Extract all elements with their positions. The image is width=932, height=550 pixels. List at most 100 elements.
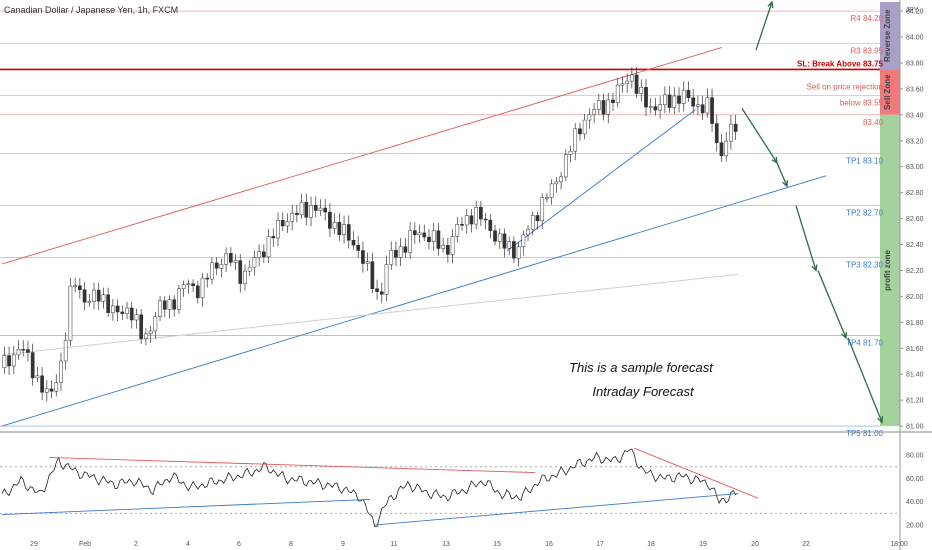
rsi-trend-red bbox=[634, 447, 759, 499]
candle-body bbox=[172, 299, 177, 310]
candle-body bbox=[625, 80, 629, 84]
candle-body bbox=[431, 230, 436, 242]
currency-label: JPY bbox=[906, 7, 919, 14]
candle-body bbox=[512, 241, 516, 259]
candle-body bbox=[663, 94, 667, 105]
y-tick-label: 83.20 bbox=[906, 138, 924, 145]
y-tick-label: 84.00 bbox=[906, 35, 924, 42]
candle-body bbox=[691, 97, 696, 107]
candle-body bbox=[417, 232, 422, 236]
forecast-arrow bbox=[741, 108, 778, 164]
y-tick-label: 81.80 bbox=[906, 320, 924, 327]
trend-lines bbox=[1, 46, 827, 427]
candle-body bbox=[346, 224, 351, 241]
candle-body bbox=[210, 262, 214, 280]
candle-body bbox=[304, 201, 309, 218]
rsi-trend-red bbox=[49, 457, 536, 474]
trend-line bbox=[506, 109, 696, 252]
x-tick-label: 18:00 bbox=[890, 541, 908, 548]
candle-body bbox=[658, 104, 663, 111]
candle-body bbox=[436, 230, 441, 249]
candle-body bbox=[549, 183, 554, 198]
x-tick-label: 22 bbox=[802, 541, 810, 548]
forecast-arrow bbox=[847, 337, 883, 423]
forecast-arrow bbox=[755, 1, 773, 51]
candle-body bbox=[648, 106, 653, 108]
candle-body bbox=[129, 307, 134, 321]
candle-body bbox=[337, 221, 342, 236]
level-label: R3 83.95 bbox=[851, 47, 884, 56]
y-tick-label: 82.40 bbox=[906, 242, 924, 249]
candle-body bbox=[195, 285, 200, 299]
candle-body bbox=[323, 207, 328, 213]
candle-body bbox=[620, 83, 625, 86]
candle-body bbox=[639, 87, 644, 94]
candle-body bbox=[573, 128, 578, 152]
x-tick-label: 18 bbox=[647, 541, 655, 548]
zone-bars: Reverse Zone Sell Zone profit zone bbox=[880, 2, 900, 427]
y-tick-label: 82.00 bbox=[906, 294, 924, 301]
candle-body bbox=[733, 123, 738, 132]
candle-body bbox=[681, 89, 686, 104]
forecast-arrows bbox=[741, 0, 884, 424]
candle-body bbox=[545, 197, 549, 199]
candle-body bbox=[696, 104, 700, 107]
candle-body bbox=[191, 283, 195, 287]
candle-body bbox=[26, 349, 30, 353]
rsi-tick-label: 40.00 bbox=[906, 499, 924, 506]
level-label: TP4 81.70 bbox=[846, 338, 883, 347]
x-tick-label: 15 bbox=[493, 541, 501, 548]
candle-body bbox=[214, 262, 219, 269]
rsi-line bbox=[1, 448, 739, 528]
candle-body bbox=[587, 114, 592, 121]
candle-body bbox=[441, 244, 445, 249]
candle-body bbox=[295, 212, 299, 215]
candle-body bbox=[493, 230, 497, 242]
candle-body bbox=[389, 250, 394, 265]
level-label: TP3 82.30 bbox=[846, 261, 883, 270]
candle-body bbox=[96, 289, 101, 302]
candle-body bbox=[719, 142, 724, 157]
zone-label: profit zone bbox=[883, 249, 892, 290]
chart-title: Canadian Dollar / Japanese Yen, 1h, FXCM bbox=[4, 5, 178, 15]
candle-body bbox=[422, 232, 427, 238]
level-lines: R4 84.20 R3 83.95 SL: Break Above 83.75 Sel… bbox=[0, 10, 884, 438]
rsi-tick-label: 60.00 bbox=[906, 476, 924, 483]
candle-body bbox=[92, 289, 96, 302]
candle-body bbox=[554, 181, 559, 185]
forecast-arrow bbox=[776, 162, 788, 187]
candle-body bbox=[479, 206, 483, 220]
candle-body bbox=[615, 84, 620, 104]
y-tick-label: 82.60 bbox=[906, 216, 924, 223]
candle-body bbox=[40, 375, 44, 393]
price-candles bbox=[2, 67, 738, 402]
candle-body bbox=[705, 97, 710, 114]
x-tick-label: Feb bbox=[79, 541, 91, 548]
x-tick-label: 8 bbox=[289, 541, 293, 548]
y-tick-label: 81.00 bbox=[906, 424, 924, 431]
candle-body bbox=[535, 215, 540, 222]
candle-body bbox=[148, 330, 153, 335]
candle-body bbox=[309, 204, 313, 218]
candle-body bbox=[578, 128, 582, 135]
forecast-arrowhead bbox=[877, 416, 884, 424]
x-tick-label: 4 bbox=[186, 541, 190, 548]
x-tick-label: 2 bbox=[134, 541, 138, 548]
candle-body bbox=[30, 352, 35, 379]
candle-body bbox=[233, 260, 238, 263]
candle-body bbox=[21, 348, 26, 351]
candle-body bbox=[427, 236, 431, 242]
candle-body bbox=[318, 207, 323, 211]
candle-body bbox=[44, 388, 49, 393]
zone-bar bbox=[880, 2, 900, 70]
candle-body bbox=[714, 123, 719, 143]
candle-body bbox=[271, 236, 276, 239]
candle-body bbox=[408, 230, 412, 253]
candle-body bbox=[299, 201, 304, 215]
candle-body bbox=[228, 253, 233, 263]
annotation-intraday: Intraday Forecast bbox=[592, 384, 695, 399]
candle-body bbox=[59, 360, 63, 383]
candle-body bbox=[153, 316, 158, 332]
candle-body bbox=[582, 119, 587, 135]
